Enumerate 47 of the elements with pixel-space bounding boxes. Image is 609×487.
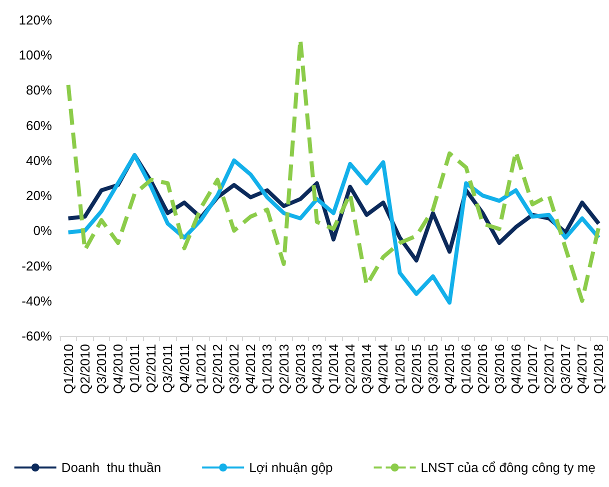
x-tick-label: Q2/2013 bbox=[276, 344, 292, 394]
x-tick-label: Q4/2013 bbox=[309, 344, 324, 394]
x-tick-label: Q1/2018 bbox=[591, 344, 606, 394]
y-tick-label: -40% bbox=[22, 293, 52, 308]
legend-label: LNST của cổ đông công ty mẹ bbox=[420, 460, 596, 475]
x-tick-label: Q3/2017 bbox=[558, 344, 574, 394]
x-tick-label: Q2/2011 bbox=[144, 344, 159, 393]
x-tick-label: Q4/2012 bbox=[243, 344, 258, 394]
x-tick-label: Q3/2014 bbox=[359, 344, 374, 394]
x-tick-label: Q1/2015 bbox=[392, 344, 408, 394]
x-tick-label: Q1/2014 bbox=[326, 344, 341, 394]
x-tick-label: Q1/2016 bbox=[458, 344, 474, 394]
x-tick-label: Q1/2012 bbox=[193, 344, 208, 394]
x-tick-label: Q3/2013 bbox=[292, 344, 308, 394]
x-tick-label: Q3/2012 bbox=[226, 344, 242, 394]
x-tick-label: Q4/2015 bbox=[442, 344, 458, 394]
y-tick-label: 40% bbox=[26, 152, 52, 168]
x-tick-label: Q1/2017 bbox=[524, 344, 540, 394]
x-tick-label: Q2/2010 bbox=[77, 344, 92, 394]
x-tick-label: Q3/2011 bbox=[160, 344, 176, 393]
x-tick-label: Q3/2016 bbox=[492, 344, 507, 394]
x-tick-label: Q4/2014 bbox=[376, 344, 391, 394]
x-tick-label: Q1/2010 bbox=[60, 344, 76, 394]
x-tick-label: Q2/2012 bbox=[210, 344, 225, 394]
x-tick-label: Q1/2013 bbox=[260, 344, 275, 394]
x-tick-label: Q4/2011 bbox=[176, 344, 192, 393]
x-tick-label: Q4/2016 bbox=[508, 344, 524, 394]
y-tick-label: 100% bbox=[18, 48, 52, 63]
y-tick-label: 0% bbox=[33, 223, 52, 238]
y-tick-label: 80% bbox=[26, 82, 52, 98]
legend-label: Doanh thu thuần bbox=[61, 460, 162, 475]
x-tick-label: Q2/2014 bbox=[342, 344, 358, 394]
x-tick-label: Q2/2017 bbox=[541, 344, 556, 394]
x-tick-label: Q4/2010 bbox=[110, 344, 126, 394]
y-tick-label: -60% bbox=[22, 328, 52, 344]
x-tick-label: Q1/2011 bbox=[127, 344, 142, 393]
x-tick-label: Q2/2015 bbox=[408, 344, 424, 394]
y-tick-label: 20% bbox=[26, 188, 52, 204]
y-tick-label: 60% bbox=[26, 118, 52, 133]
y-tick-label: -20% bbox=[22, 258, 52, 274]
line-series bbox=[66, 153, 601, 305]
x-tick-label: Q3/2010 bbox=[94, 344, 109, 394]
x-tick-label: Q3/2015 bbox=[425, 344, 440, 394]
legend-label: Lợi nhuận gộp bbox=[249, 460, 333, 475]
x-tick-label: Q4/2017 bbox=[574, 344, 590, 394]
x-tick-label: Q2/2016 bbox=[475, 344, 490, 394]
y-tick-label: 120% bbox=[18, 12, 52, 28]
